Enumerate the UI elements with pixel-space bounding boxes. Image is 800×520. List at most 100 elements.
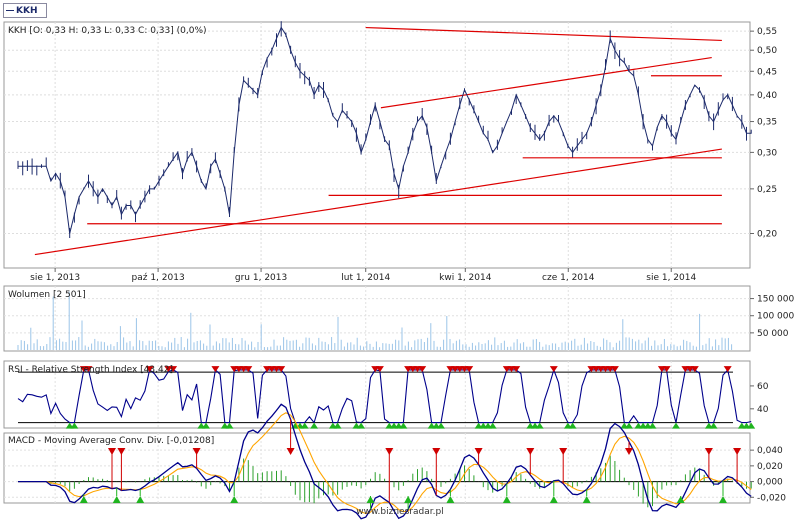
- rsi-oversold-marker: [70, 422, 79, 429]
- macd-sell-marker: [704, 448, 713, 455]
- macd-buy-marker: [446, 496, 455, 503]
- macd-buy-marker: [79, 496, 88, 503]
- rsi-overbought-marker: [145, 366, 154, 373]
- rsi-oversold-marker: [709, 422, 718, 429]
- macd-sell-marker: [526, 448, 535, 455]
- price-plot-area: [3, 21, 751, 269]
- legend-line-icon: [6, 10, 14, 11]
- price-xtick-label: paź 1, 2013: [132, 273, 185, 283]
- price-xtick-label: cze 1, 2014: [542, 273, 595, 283]
- macd-sell-marker: [192, 448, 201, 455]
- macd-title: MACD - Moving Average Conv. Div. [-0,012…: [8, 436, 214, 446]
- rsi-oversold-marker: [535, 422, 544, 429]
- rsi-panel: 60 40 RSI - Relative Strength Index [43,4…: [3, 360, 769, 429]
- rsi-ytick-label: 40: [757, 405, 769, 415]
- volume-ytick-label: 100 000: [757, 312, 794, 322]
- rsi-overbought-marker: [375, 366, 384, 373]
- rsi-ytick-label: 60: [757, 382, 769, 392]
- macd-ytick-label: -0,020: [757, 493, 786, 503]
- macd-ytick-label: 0,000: [757, 478, 783, 488]
- rsi-overbought-marker: [549, 366, 558, 373]
- trendline: [380, 56, 712, 109]
- volume-panel: 150 000 100 000 50 000 Wolumen [2 501]: [3, 285, 794, 352]
- macd-buy-marker: [136, 496, 145, 503]
- macd-buy-marker: [676, 496, 685, 503]
- rsi-oversold-marker: [488, 422, 497, 429]
- rsi-overbought-marker: [690, 366, 699, 373]
- rsi-title: RSI - Relative Strength Index [43,42]: [8, 365, 173, 375]
- macd-plot-area: [3, 432, 751, 504]
- rsi-oversold-marker: [300, 422, 309, 429]
- trendline: [365, 26, 722, 42]
- rsi-oversold-marker: [437, 422, 445, 429]
- price-ytick-label: 0,55: [757, 27, 777, 37]
- macd-buy-marker: [366, 496, 375, 503]
- macd-sell-marker: [733, 448, 742, 455]
- rsi-oversold-marker: [648, 422, 657, 429]
- rsi-oversold-marker: [225, 422, 234, 429]
- volume-title: Wolumen [2 501]: [8, 290, 86, 300]
- price-ytick-label: 0,35: [757, 118, 777, 128]
- macd-sell-marker: [108, 448, 116, 455]
- price-xtick-label: sie 1, 2013: [30, 273, 80, 283]
- price-title: KKH [O: 0,33 H: 0,33 L: 0,33 C: 0,33] (0…: [8, 26, 207, 36]
- macd-buy-marker: [549, 496, 558, 503]
- rsi-overbought-marker: [169, 366, 178, 373]
- rsi-overbought-marker: [84, 366, 93, 373]
- price-ytick-label: 0,50: [757, 46, 777, 56]
- price-xtick-label: kwi 1, 2014: [439, 273, 492, 283]
- price-ytick-label: 0,45: [757, 67, 777, 77]
- macd-sell-marker: [432, 448, 441, 455]
- price-ytick-label: 0,25: [757, 185, 777, 195]
- rsi-overbought-marker: [465, 366, 474, 373]
- macd-ytick-label: 0,020: [757, 462, 783, 472]
- macd-ytick-label: 0,040: [757, 446, 783, 456]
- macd-buy-marker: [719, 496, 727, 503]
- rsi-oversold-marker: [399, 422, 408, 429]
- macd-sell-marker: [625, 448, 633, 455]
- volume-ytick-label: 150 000: [757, 295, 794, 305]
- rsi-overbought-marker: [662, 366, 671, 373]
- rsi-oversold-marker: [202, 422, 210, 429]
- price-line: [18, 26, 752, 234]
- rsi-overbought-marker: [610, 366, 619, 373]
- rsi-oversold-marker: [672, 422, 680, 429]
- rsi-oversold-marker: [568, 422, 577, 429]
- rsi-oversold-marker: [357, 422, 366, 429]
- volume-plot-area: [3, 285, 751, 352]
- macd-buy-marker: [404, 496, 413, 503]
- rsi-oversold-marker: [310, 422, 319, 429]
- rsi-overbought-marker: [723, 366, 732, 373]
- macd-sell-marker: [385, 448, 394, 455]
- symbol-legend[interactable]: KKH: [3, 3, 47, 18]
- rsi-overbought-marker: [244, 366, 253, 373]
- macd-sell-marker: [117, 448, 126, 455]
- macd-buy-marker: [502, 496, 511, 503]
- price-ytick-label: 0,40: [757, 91, 777, 101]
- price-xtick-label: gru 1, 2013: [235, 273, 287, 283]
- site-footer[interactable]: www.biznesradar.pl: [356, 507, 444, 517]
- macd-panel: 0,040 0,020 0,000 -0,020 MACD - Moving Aver…: [3, 403, 786, 520]
- price-ytick-label: 0,20: [757, 229, 777, 239]
- volume-ytick-label: 50 000: [757, 329, 789, 339]
- rsi-oversold-marker: [747, 422, 756, 429]
- macd-buy-marker: [582, 496, 591, 503]
- price-ytick-label: 0,30: [757, 148, 777, 158]
- rsi-overbought-marker: [512, 366, 521, 373]
- price-panel: 0,55 0,50 0,45 0,40 0,35 0,30 0,25 0,20 sie 1, …: [3, 21, 777, 283]
- legend-symbol: KKH: [16, 5, 38, 16]
- rsi-oversold-marker: [625, 422, 633, 429]
- rsi-overbought-marker: [211, 366, 220, 373]
- macd-sell-marker: [474, 448, 483, 455]
- rsi-oversold-marker: [333, 422, 342, 429]
- macd-sell-marker: [559, 448, 568, 455]
- rsi-overbought-marker: [277, 366, 286, 373]
- price-xtick-label: sie 1, 2014: [646, 273, 696, 283]
- rsi-overbought-marker: [418, 366, 427, 373]
- macd-sell-marker: [286, 448, 295, 455]
- macd-buy-marker: [230, 496, 239, 503]
- macd-buy-marker: [112, 496, 121, 503]
- trendline: [34, 148, 722, 256]
- price-xtick-label: lut 1, 2014: [341, 273, 390, 283]
